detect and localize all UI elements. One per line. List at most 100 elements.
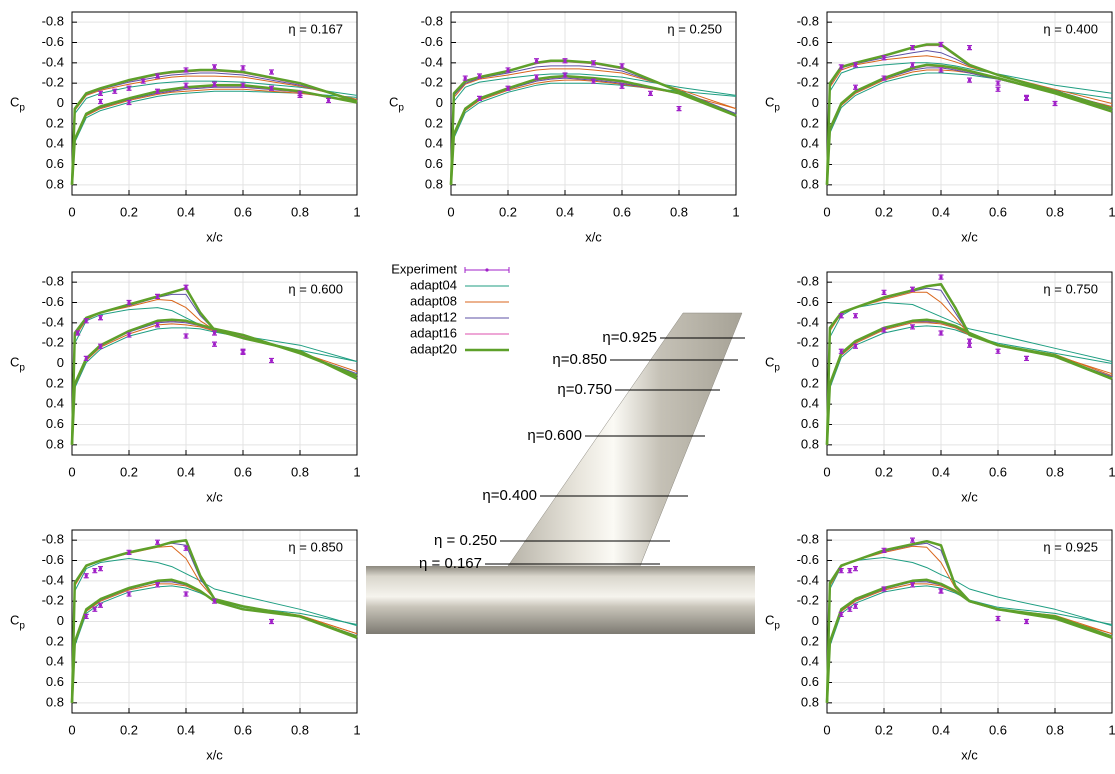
annotation: η = 0.250 — [667, 21, 722, 36]
y-tick-label: 0.8 — [801, 176, 819, 191]
cp-curve — [450, 68, 737, 185]
x-tick-label: 0.6 — [234, 722, 252, 737]
y-axis-label-sub: p — [19, 620, 25, 631]
experiment-point — [848, 569, 852, 573]
cp-curve — [826, 287, 1113, 445]
x-tick-label: 0.8 — [291, 464, 309, 479]
y-tick-label: -0.6 — [42, 294, 64, 309]
annotation: η = 0.400 — [1043, 21, 1098, 36]
experiment-point — [184, 546, 188, 550]
x-tick-label: 1 — [732, 204, 739, 219]
chart: -0.8 -0.6 -0.4 -0.2 0 0.2 0.4 0.6 0.8 0 0.2 0.4 0.6 0… — [389, 11, 740, 244]
cp-curve — [826, 557, 1113, 703]
cp-curve — [71, 85, 358, 185]
x-tick-label: 0 — [447, 204, 454, 219]
y-tick-label: -0.2 — [797, 593, 819, 608]
experiment-point — [155, 540, 160, 544]
experiment-point — [241, 66, 245, 70]
legend-label: adapt12 — [410, 309, 457, 324]
y-tick-label: -0.4 — [797, 54, 819, 69]
cp-curve — [826, 284, 1113, 445]
x-tick-label: 0 — [823, 204, 830, 219]
cp-curve — [825, 43, 1113, 185]
station-label: η=0.600 — [527, 427, 582, 444]
experiment-point — [563, 73, 567, 77]
cp-curve — [826, 585, 1113, 703]
cp-curve — [826, 302, 1113, 445]
y-axis-label-sub: p — [774, 620, 780, 631]
x-tick-label: 0.8 — [1046, 722, 1064, 737]
x-tick-label: 0.4 — [177, 722, 195, 737]
x-tick-label: 0.6 — [234, 464, 252, 479]
experiment-point — [184, 68, 188, 72]
y-tick-label: 0.4 — [46, 654, 64, 669]
y-tick-label: 0.2 — [46, 633, 64, 648]
cp-curve — [825, 63, 1113, 185]
experiment-point — [967, 339, 972, 343]
legend-swatch-caps — [464, 267, 510, 273]
y-tick-label: -0.2 — [42, 335, 64, 350]
experiment-point — [910, 538, 915, 542]
experiment-point — [939, 589, 943, 593]
y-tick-label: -0.4 — [42, 572, 64, 587]
experiment-point — [910, 63, 915, 67]
experiment-point — [155, 294, 160, 298]
y-tick-label: -0.4 — [421, 54, 443, 69]
station-label: η=0.750 — [557, 381, 612, 398]
y-axis-label-base: C — [10, 355, 19, 370]
experiment-point — [648, 91, 653, 95]
experiment-point — [477, 96, 482, 101]
experiment-point — [839, 314, 843, 318]
experiment-point — [1024, 356, 1029, 361]
experiment-point — [269, 70, 274, 74]
y-tick-label: 0.6 — [46, 674, 64, 689]
experiment-point — [910, 45, 915, 50]
x-tick-label: 0.4 — [556, 204, 574, 219]
experiment-point — [910, 583, 915, 587]
y-tick-label: 0.6 — [801, 416, 819, 431]
x-tick-label: 1 — [353, 204, 360, 219]
cp-curve — [71, 545, 358, 703]
y-axis-label-base: C — [765, 355, 774, 370]
chart: -0.8 -0.6 -0.4 -0.2 0 0.2 0.4 0.6 0.8 0 0.2 0.4 0.6 0… — [10, 529, 361, 762]
experiment-point — [212, 65, 217, 69]
y-tick-label: 0.8 — [425, 176, 443, 191]
experiment-point — [939, 331, 943, 335]
y-axis-label: Cp — [10, 613, 25, 631]
experiment-point — [677, 106, 681, 111]
y-tick-label: -0.8 — [42, 274, 64, 289]
experiment-point — [534, 59, 539, 63]
y-tick-label: -0.4 — [797, 314, 819, 329]
experiment-point — [1053, 101, 1057, 106]
x-tick-label: 0.2 — [875, 464, 893, 479]
cp-curve — [450, 65, 737, 185]
y-tick-label: 0.2 — [425, 115, 443, 130]
y-tick-label: -0.6 — [42, 34, 64, 49]
x-tick-label: 0.2 — [120, 464, 138, 479]
y-tick-label: 0.8 — [801, 436, 819, 451]
experiment-point — [939, 68, 943, 72]
x-tick-label: 0.4 — [932, 722, 950, 737]
experiment-point — [506, 86, 510, 90]
y-axis-label: Cp — [10, 95, 25, 113]
y-tick-label: 0 — [57, 95, 64, 110]
experiment-point — [939, 275, 943, 279]
experiment-point — [882, 548, 886, 552]
y-tick-label: 0.8 — [46, 436, 64, 451]
experiment-point — [839, 65, 843, 69]
x-axis-label: x/c — [961, 229, 978, 244]
experiment-point — [84, 319, 88, 323]
y-axis-label-base: C — [765, 95, 774, 110]
x-axis-label: x/c — [585, 229, 602, 244]
cp-curve — [70, 287, 358, 445]
cp-curve — [70, 318, 358, 445]
y-tick-label: -0.8 — [42, 14, 64, 29]
annotation: η = 0.850 — [288, 539, 343, 554]
experiment-point — [910, 287, 915, 291]
experiment-point — [93, 569, 97, 573]
y-tick-label: -0.2 — [797, 335, 819, 350]
station-label: η = 0.167 — [419, 555, 482, 572]
cp-curve — [826, 72, 1113, 185]
y-tick-label: -0.8 — [42, 532, 64, 547]
